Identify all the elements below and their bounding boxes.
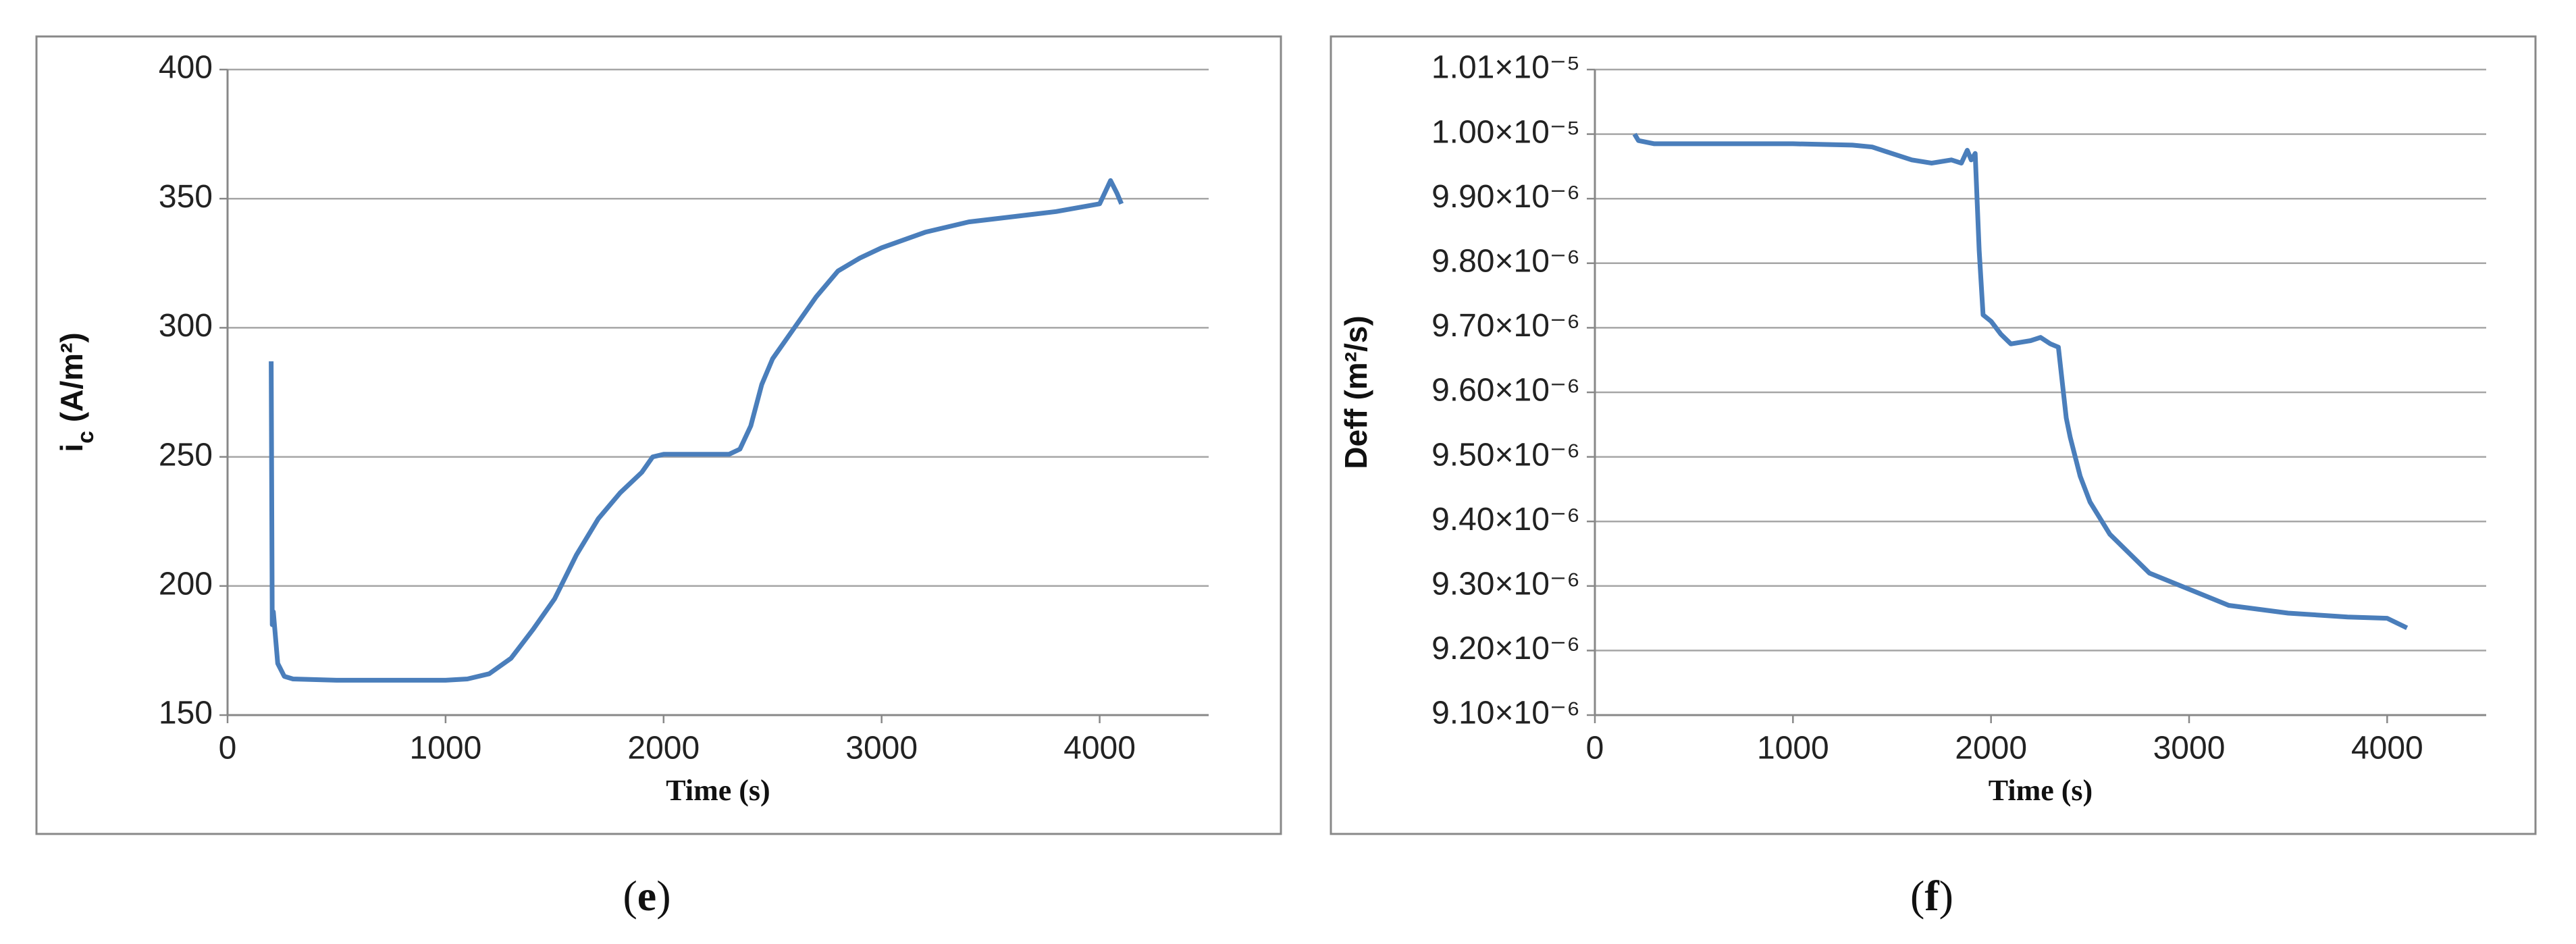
y-tick-label: 150 — [159, 696, 213, 731]
caption-part: ( — [623, 872, 637, 920]
y-tick-label: 300 — [159, 308, 213, 344]
x-axis-label: Time (s) — [1989, 774, 2093, 807]
x-tick-label: 2000 — [627, 731, 700, 766]
y-axis-label-part: c — [73, 431, 99, 444]
y-tick-label: 1.00×10⁻⁵ — [1431, 114, 1580, 150]
x-tick-label: 3000 — [2153, 731, 2226, 766]
caption-part: ( — [1910, 872, 1924, 920]
caption-part: ) — [1939, 872, 1953, 920]
data-line — [269, 178, 1124, 683]
x-tick-label: 4000 — [2351, 731, 2423, 766]
chart-frame — [35, 35, 1282, 835]
y-axis-label-part: (A/m²) — [54, 332, 89, 431]
y-tick-label: 9.80×10⁻⁶ — [1431, 243, 1580, 279]
x-axis-label: Time (s) — [666, 774, 770, 807]
caption-part: e — [637, 872, 656, 920]
y-axis-label-part: Deff (m²/s) — [1338, 315, 1373, 469]
x-tick-label: 2000 — [1955, 731, 2027, 766]
x-tick-label: 4000 — [1063, 731, 1136, 766]
y-axis-label: ic (A/m²) — [54, 332, 99, 452]
x-tick-label: 1000 — [409, 731, 481, 766]
y-tick-label: 250 — [159, 437, 213, 473]
y-axis-label: Deff (m²/s) — [1338, 315, 1373, 469]
caption-part: f — [1924, 872, 1939, 920]
y-tick-label: 9.50×10⁻⁶ — [1431, 437, 1580, 473]
y-tick-label: 350 — [159, 179, 213, 215]
y-tick-label: 9.10×10⁻⁶ — [1431, 696, 1580, 731]
caption: (f) — [1910, 872, 1953, 920]
x-tick-label: 1000 — [1757, 731, 1829, 766]
y-tick-label: 9.20×10⁻⁶ — [1431, 631, 1580, 666]
data-line — [1632, 132, 2409, 631]
y-tick-label: 400 — [159, 50, 213, 86]
caption-part: ) — [656, 872, 671, 920]
y-axis-label-part: i — [54, 444, 89, 452]
y-tick-label: 9.90×10⁻⁶ — [1431, 179, 1580, 215]
x-tick-label: 0 — [219, 731, 237, 766]
chart-frame — [1330, 35, 2537, 835]
y-tick-label: 9.60×10⁻⁶ — [1431, 373, 1580, 409]
y-tick-label: 9.40×10⁻⁶ — [1431, 502, 1580, 537]
y-tick-label: 1.01×10⁻⁵ — [1431, 50, 1580, 86]
x-tick-label: 0 — [1586, 731, 1604, 766]
x-tick-label: 3000 — [845, 731, 918, 766]
caption: (e) — [623, 872, 671, 920]
y-tick-label: 9.30×10⁻⁶ — [1431, 566, 1580, 602]
y-tick-label: 9.70×10⁻⁶ — [1431, 308, 1580, 344]
y-tick-label: 200 — [159, 566, 213, 602]
